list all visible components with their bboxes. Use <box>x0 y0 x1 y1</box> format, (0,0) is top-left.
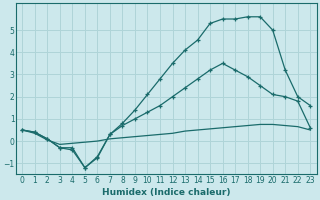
X-axis label: Humidex (Indice chaleur): Humidex (Indice chaleur) <box>102 188 230 197</box>
